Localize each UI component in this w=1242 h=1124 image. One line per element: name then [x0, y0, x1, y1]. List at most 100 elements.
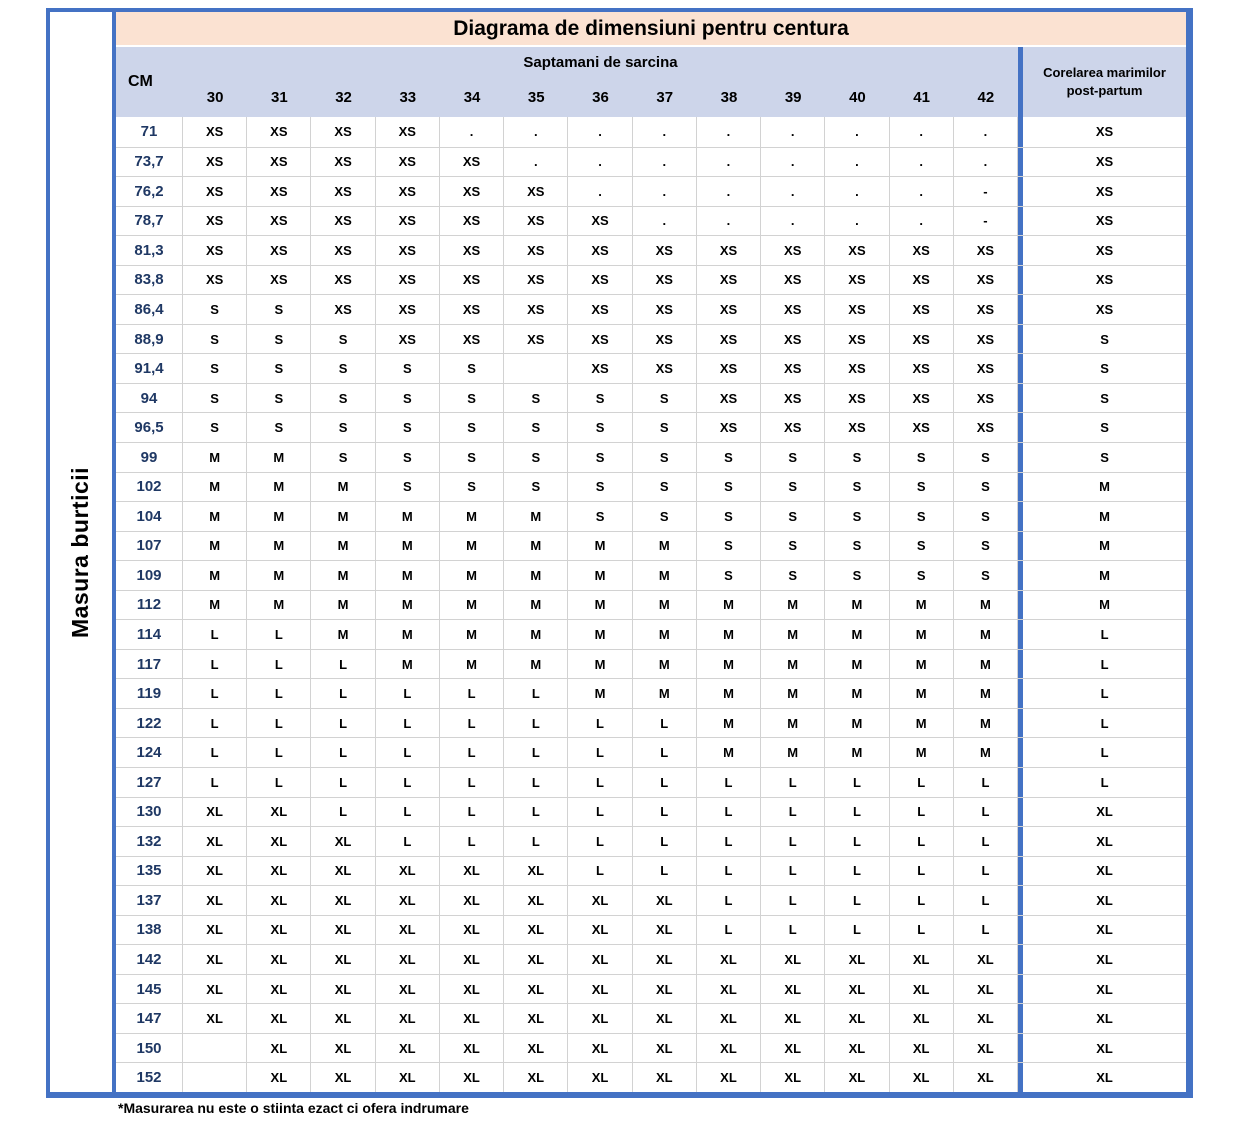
week-column-label: 40: [849, 88, 866, 106]
size-cell: L: [504, 708, 569, 738]
size-cell: L: [568, 708, 633, 738]
size-cell: XS: [825, 413, 890, 442]
size-cell: M: [697, 649, 762, 679]
cm-value: 71: [116, 117, 183, 147]
size-cell: M: [890, 708, 954, 738]
table-row: 152 XL XL XL XL XL XL XL XL XL XL XL XL XL: [116, 1062, 1186, 1092]
size-cell: XL: [890, 1033, 954, 1063]
size-cell: S: [761, 442, 826, 472]
size-cell: XS: [890, 354, 954, 383]
size-cell: M: [183, 590, 248, 620]
table-row: 132 XL XL XL L L L L L L L L L L XL: [116, 826, 1186, 856]
cm-value: 104: [116, 502, 183, 531]
size-cell: L: [697, 767, 762, 797]
size-cell: XL: [890, 974, 954, 1004]
size-cell: XS: [440, 265, 505, 295]
size-cell: M: [761, 738, 826, 767]
size-cell: .: [633, 177, 697, 206]
table-row: 96,5 S S S S S S S S XS XS XS XS XS S: [116, 412, 1186, 442]
postpartum-size-cell: XL: [1018, 974, 1186, 1004]
size-cell: XL: [311, 945, 376, 974]
size-cell: L: [890, 856, 954, 886]
size-cell: M: [697, 590, 762, 620]
size-cell: S: [311, 442, 376, 472]
size-cell: XL: [183, 856, 248, 886]
size-cell: M: [504, 620, 569, 649]
size-cell: L: [761, 797, 826, 827]
table-row: 107 M M M M M M M M S S S S S M: [116, 530, 1186, 561]
size-cell: S: [633, 472, 697, 502]
size-cell: M: [504, 649, 569, 679]
size-cell: L: [440, 679, 505, 708]
size-cell: .: [954, 147, 1019, 177]
size-cell: XS: [954, 265, 1019, 295]
size-cell: M: [890, 590, 954, 620]
size-cell: M: [311, 561, 376, 590]
size-cell: L: [311, 797, 376, 827]
size-cell: S: [761, 531, 826, 561]
size-cell: L: [376, 827, 440, 856]
size-cell: XS: [504, 206, 569, 236]
size-cell: S: [697, 531, 762, 561]
size-cell: XS: [633, 265, 697, 295]
postpartum-size-cell: XL: [1018, 827, 1186, 856]
size-cell: S: [183, 383, 248, 413]
size-cell: S: [761, 502, 826, 531]
size-cell: .: [633, 147, 697, 177]
size-cell: S: [311, 413, 376, 442]
size-cell: XS: [183, 147, 248, 177]
size-cell: M: [183, 531, 248, 561]
week-column-label: 32: [335, 88, 352, 106]
size-cell: XS: [440, 147, 505, 177]
size-cell: XL: [311, 856, 376, 886]
size-cell: S: [633, 413, 697, 442]
size-cell: XL: [954, 1063, 1019, 1092]
postpartum-size-cell: XS: [1018, 295, 1186, 324]
week-column-label: 33: [399, 88, 417, 106]
size-cell: XS: [376, 295, 440, 324]
size-cell: L: [761, 767, 826, 797]
table-row: 91,4 S S S S S XS XS XS XS XS XS XS S: [116, 353, 1186, 383]
size-cell: M: [568, 649, 633, 679]
size-cell: XL: [825, 1063, 890, 1092]
size-cell: XS: [183, 206, 248, 236]
size-cell: L: [825, 827, 890, 856]
size-cell: M: [825, 620, 890, 649]
table-row: 127 L L L L L L L L L L L L L L: [116, 766, 1186, 797]
size-cell: XS: [504, 265, 569, 295]
size-cell: L: [568, 767, 633, 797]
size-cell: XL: [247, 827, 312, 856]
size-cell: L: [247, 620, 312, 649]
size-cell: S: [761, 561, 826, 590]
size-cell: L: [890, 827, 954, 856]
size-cell: S: [376, 413, 440, 442]
size-cell: M: [376, 590, 440, 620]
size-cell: S: [440, 383, 505, 413]
size-cell: M: [954, 708, 1019, 738]
size-cell: XS: [568, 295, 633, 324]
size-cell: M: [568, 679, 633, 708]
size-cell: M: [890, 679, 954, 708]
size-cell: XS: [954, 413, 1019, 442]
size-cell: XS: [376, 324, 440, 354]
size-cell: L: [376, 767, 440, 797]
size-cell: .: [890, 177, 954, 206]
size-cell: L: [761, 886, 826, 915]
postpartum-size-cell: S: [1018, 383, 1186, 413]
size-cell: XS: [697, 413, 762, 442]
size-cell: .: [697, 117, 762, 147]
size-cell: XS: [440, 236, 505, 265]
size-cell: L: [697, 797, 762, 827]
cm-value: 130: [116, 797, 183, 827]
size-cell: M: [247, 590, 312, 620]
size-cell: S: [633, 442, 697, 472]
size-cell: XL: [761, 1033, 826, 1063]
size-cell: S: [247, 324, 312, 354]
size-cell: M: [247, 502, 312, 531]
size-cell: [183, 1033, 248, 1063]
size-cell: L: [633, 738, 697, 767]
size-cell: L: [183, 679, 248, 708]
size-cell: L: [183, 708, 248, 738]
size-cell: L: [825, 856, 890, 886]
size-cell: S: [697, 502, 762, 531]
